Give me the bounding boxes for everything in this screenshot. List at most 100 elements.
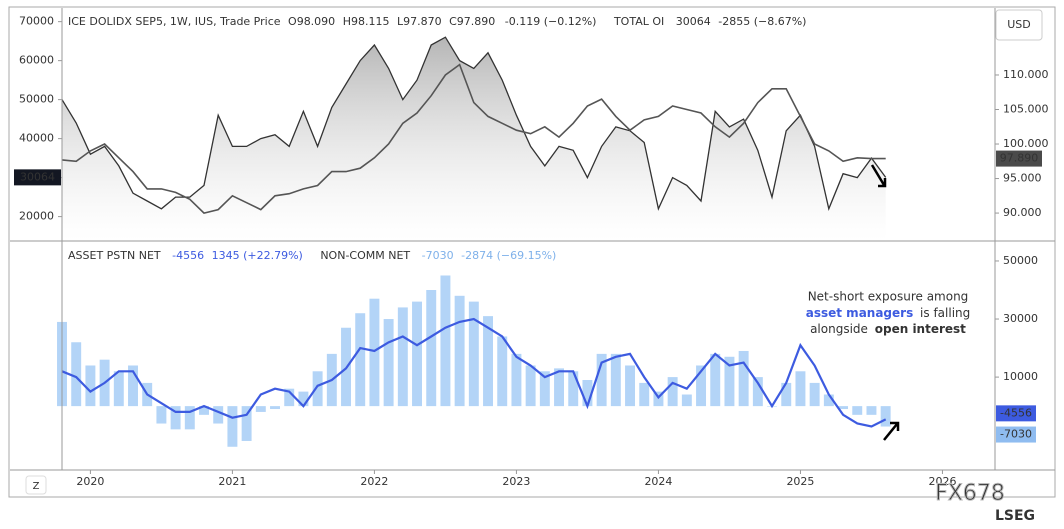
y2-tick-label: 90.000: [1003, 206, 1042, 219]
bar: [852, 406, 863, 415]
bar: [227, 406, 238, 447]
bar: [667, 377, 678, 407]
cot-header: ASSET PSTN NET -4556 1345 (+22.79%) NON-…: [68, 249, 556, 262]
stat: 1345 (+22.79%): [212, 249, 303, 262]
bar: [128, 365, 138, 407]
y-tick-label: 10000: [1003, 370, 1038, 383]
annotation: asset managers is falling: [806, 306, 971, 320]
value-badge-label: 97.890: [1000, 152, 1039, 165]
bar: [497, 336, 508, 407]
bar: [738, 350, 749, 407]
y-tick-label: 50000: [19, 93, 54, 106]
bar: [539, 371, 550, 407]
reset-label[interactable]: Z: [33, 481, 40, 492]
bar: [710, 353, 721, 407]
bar: [838, 406, 849, 410]
series-name: ASSET PSTN NET: [68, 249, 161, 262]
watermark: FX678: [935, 481, 1005, 506]
bar: [454, 295, 465, 407]
annotation: Net-short exposure among: [808, 290, 969, 304]
annotation-highlight: open interest: [875, 322, 966, 336]
y-tick-label: 60000: [19, 54, 54, 67]
currency: USD: [1007, 18, 1031, 31]
plot-layers: 20000 30000 40000 50000 60000 70000 90.000 95.0…: [14, 15, 1049, 488]
stat: 30064: [676, 15, 711, 28]
bar: [397, 307, 408, 407]
y-tick-label: 20000: [19, 210, 54, 223]
x-tick-label: 2023: [502, 475, 530, 488]
stat: H98.115: [343, 15, 390, 28]
bar: [298, 391, 309, 407]
value-badge: [996, 426, 1036, 443]
x-tick-label: 2024: [644, 475, 672, 488]
bar: [284, 388, 295, 407]
stat: L97.870: [397, 15, 442, 28]
y-tick-label: 30000: [1003, 312, 1038, 325]
bar: [639, 382, 650, 407]
bar: [625, 365, 636, 407]
bar: [610, 353, 621, 407]
bar: [213, 406, 224, 424]
area-fill: [62, 37, 886, 241]
bar: [596, 353, 607, 407]
value-badge: [996, 150, 1042, 167]
bar: [199, 406, 209, 415]
reset-button[interactable]: [25, 475, 47, 495]
arrow: [870, 164, 887, 188]
bar: [241, 406, 252, 441]
bar: [255, 406, 266, 412]
x-tick-label: 2022: [360, 475, 388, 488]
bar: [823, 394, 834, 407]
stat: -7030: [422, 249, 454, 262]
bar: [383, 319, 394, 407]
stat: O98.090: [288, 15, 335, 28]
stat: -0.119 (−0.12%): [505, 15, 597, 28]
stat: C97.890: [449, 15, 495, 28]
bar: [880, 406, 891, 427]
series-name: NON-COMM NET: [320, 249, 410, 262]
y2-tick-label: 105.000: [1003, 103, 1049, 116]
stat: -2874 (−69.15%): [461, 249, 556, 262]
bar: [170, 406, 181, 430]
bar: [866, 406, 877, 415]
bar: [312, 371, 323, 407]
value-badge-label: -7030: [1000, 428, 1032, 441]
value-badge-label: 30064: [20, 170, 55, 183]
series-line: [61, 317, 887, 428]
y-tick-label: 40000: [19, 132, 54, 145]
bar: [724, 356, 735, 407]
bar: [795, 371, 806, 407]
annotation-text: alongside: [810, 322, 868, 336]
y2-tick-label: 95.000: [1003, 172, 1042, 185]
bar: [71, 342, 82, 407]
series-line: [61, 63, 886, 214]
bar: [440, 275, 451, 407]
bar: [412, 301, 422, 407]
series-name: ICE DOLIDX SEP5, 1W, IUS, Trade Price: [68, 15, 281, 28]
x-tick-label: 2026: [928, 475, 956, 488]
bar: [752, 377, 763, 407]
bar: [554, 368, 565, 407]
bar: [468, 301, 479, 407]
series-line: [61, 36, 887, 211]
y2-tick-label: 110.000: [1003, 68, 1049, 81]
bar: [156, 406, 167, 424]
bar: [355, 313, 366, 407]
annotation-highlight: asset managers: [806, 306, 913, 320]
value-badge: [14, 169, 61, 186]
x-tick-label: 2025: [786, 475, 814, 488]
bar: [184, 406, 195, 430]
bar: [113, 371, 124, 407]
price-header: ICE DOLIDX SEP5, 1W, IUS, Trade Price O9…: [68, 15, 806, 28]
bar: [270, 406, 280, 410]
value-badge-label: -4556: [1000, 406, 1032, 419]
y-tick-label: 70000: [19, 15, 54, 28]
stat: -2855 (−8.67%): [718, 15, 806, 28]
x-tick-label: 2021: [218, 475, 246, 488]
bar: [582, 380, 593, 407]
bar: [369, 298, 380, 407]
bar: [525, 365, 536, 407]
bar: [426, 290, 437, 407]
stat: -4556: [172, 249, 204, 262]
